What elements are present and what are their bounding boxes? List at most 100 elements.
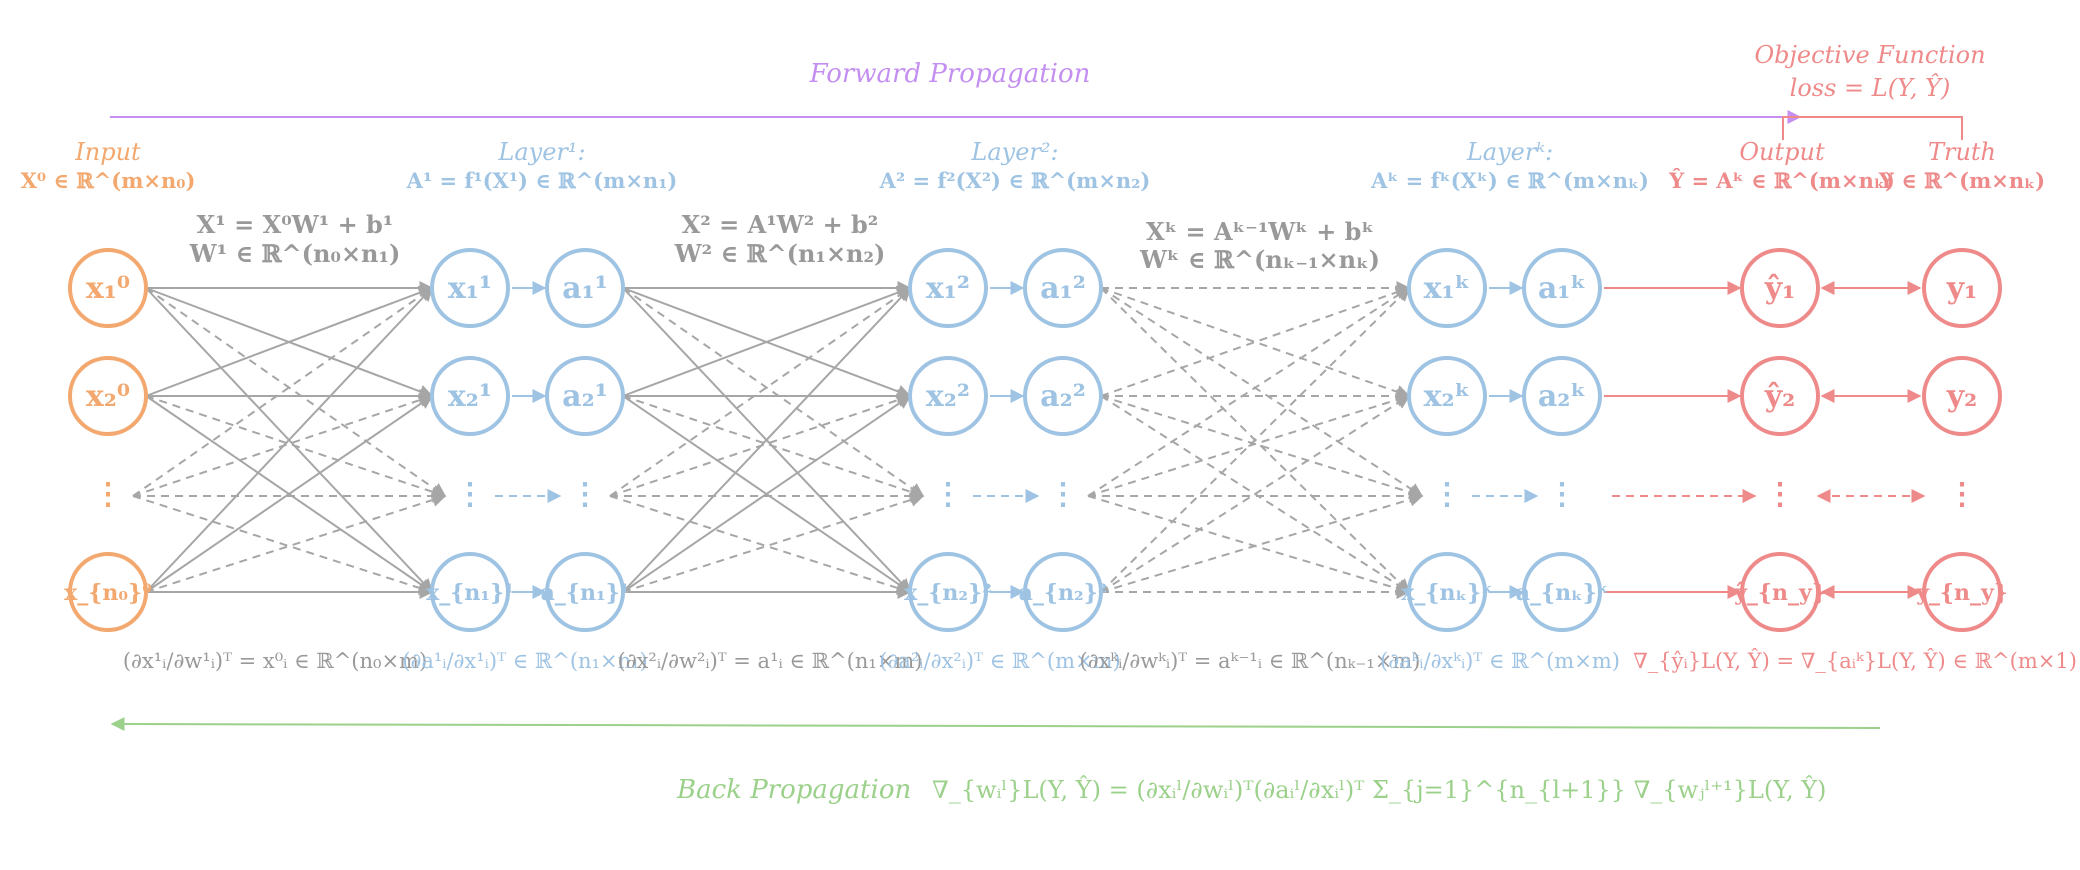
back-propagation-title: Back Propagation [676, 775, 911, 805]
weight-edge [145, 493, 447, 593]
forward-propagation-title: Forward Propagation [809, 59, 1091, 89]
node-a1-1 [545, 248, 625, 328]
node-label-yhat-1: ŷ₁ [1764, 271, 1796, 306]
node-label-ak-1: a₁ᵏ [1538, 271, 1586, 306]
node-label-a2-1: a₁² [1040, 271, 1086, 306]
node-label-x0-1: x₁⁰ [86, 271, 130, 306]
gradient-label-1: (∂x¹ᵢ/∂w¹ᵢ)ᵀ = x⁰ᵢ ∈ ℝ^(n₀×m) [123, 649, 427, 673]
node-y-4 [1922, 552, 2002, 632]
node-a2-4 [1023, 552, 1103, 632]
weight-edge [1100, 287, 1410, 593]
node-label-x0-2: x₂⁰ [86, 379, 130, 414]
weight-edge [622, 286, 911, 593]
node-yhat-4 [1740, 552, 1820, 632]
layer1-title: Layer¹: [497, 138, 585, 166]
node-label-a1-4: a_{n₁}¹ [541, 580, 630, 606]
node-y-1 [1922, 248, 2002, 328]
node-a1-4 [545, 552, 625, 632]
ellipsis-marker: ⋮ [933, 477, 963, 512]
node-xk-4 [1407, 552, 1487, 632]
node-yhat-2 [1740, 356, 1820, 436]
node-y-2 [1922, 356, 2002, 436]
input-title: Input [74, 138, 141, 166]
ellipsis-marker: ⋮ [1765, 477, 1795, 512]
nodes-layer: x₁⁰ x₂⁰ ⋮ x_{n₀}⁰ x₁¹ x₂¹ ⋮ x_{n₁}¹ a₁¹ a₂¹ ⋮ a_{n₁… [64, 248, 2008, 632]
weightk-domain: Wᵏ ∈ ℝ^(nₖ₋₁×nₖ) [1139, 245, 1380, 274]
weight-edge [145, 395, 447, 499]
weight-edge [132, 287, 434, 497]
weight1-equation: X¹ = X⁰W¹ + b¹ [197, 210, 394, 239]
gradient-label-2: (∂a¹ᵢ/∂x¹ᵢ)ᵀ ∈ ℝ^(n₁×n₁) [402, 649, 647, 673]
gradient-label-4: (∂a²ᵢ/∂x²ᵢ)ᵀ ∈ ℝ^(m×m) [879, 649, 1120, 673]
node-label-x1-1: x₁¹ [448, 271, 492, 306]
node-x0-2 [68, 356, 148, 436]
node-x2-4 [908, 552, 988, 632]
weight-edge [145, 286, 433, 593]
weight-edge [145, 395, 434, 593]
weight-edge [1100, 287, 1411, 399]
weight-edge [1100, 395, 1424, 499]
node-label-x2-2: x₂² [926, 379, 970, 414]
node-xk-1 [1407, 248, 1487, 328]
node-label-xk-1: x₁ᵏ [1424, 271, 1471, 306]
node-x0-1 [68, 248, 148, 328]
node-xk-2 [1407, 356, 1487, 436]
node-x2-1 [908, 248, 988, 328]
layer2-title: Layer²: [970, 138, 1058, 166]
output-equation: Ŷ = Aᵏ ∈ ℝ^(m×nₖ) [1668, 168, 1895, 193]
ellipsis-marker: ⋮ [1547, 477, 1577, 512]
node-x1-2 [430, 356, 510, 436]
gradient-label-7: ∇_{ŷᵢ}L(Y, Ŷ) = ∇_{aᵢᵏ}L(Y, Ŷ) ∈ ℝ^(m×1) [1633, 649, 2077, 673]
gradient-label-5: (∂xᵏᵢ/∂wᵏᵢ)ᵀ = aᵏ⁻¹ᵢ ∈ ℝ^(nₖ₋₁×m) [1080, 649, 1421, 673]
weight-edge [145, 285, 434, 397]
node-x0-4 [68, 552, 148, 632]
weight-edge [622, 395, 925, 499]
node-a1-2 [545, 356, 625, 436]
ellipsis-marker: ⋮ [1048, 477, 1078, 512]
ellipsis-marker: ⋮ [1947, 477, 1977, 512]
output-title: Output [1739, 138, 1825, 166]
node-label-ak-4: a_{nₖ}ᵏ [1516, 580, 1609, 606]
truth-title: Truth [1928, 138, 1996, 166]
node-yhat-1 [1740, 248, 1820, 328]
node-label-a2-2: a₂² [1040, 379, 1086, 414]
node-ak-2 [1522, 356, 1602, 436]
weight-edge [1087, 393, 1411, 497]
node-label-a1-2: a₂¹ [562, 379, 608, 414]
weight2-domain: W² ∈ ℝ^(n₁×n₂) [674, 239, 886, 268]
objective-function-title: Objective Function [1754, 41, 1985, 69]
node-label-yhat-4: ŷ_{n_y} [1733, 580, 1826, 606]
weight2-equation: X² = A¹W² + b² [682, 210, 879, 239]
node-a2-2 [1023, 356, 1103, 436]
weight-edge [1100, 395, 1411, 593]
truth-equation: Y ∈ ℝ^(m×nₖ) [1878, 168, 2045, 193]
weight-edge [1087, 287, 1411, 497]
weight-edge [145, 287, 447, 497]
weightk-equation: Xᵏ = Aᵏ⁻¹Wᵏ + bᵏ [1146, 217, 1374, 246]
node-label-yhat-2: ŷ₂ [1764, 379, 1796, 414]
node-label-y-1: y₁ [1946, 271, 1978, 306]
weight-edge [622, 395, 912, 593]
ellipsis-marker: ⋮ [93, 477, 123, 512]
weight-edge [1100, 285, 1411, 397]
layer1-equation: A¹ = f¹(X¹) ∈ ℝ^(m×n₁) [406, 168, 678, 193]
node-ak-4 [1522, 552, 1602, 632]
ellipsis-marker: ⋮ [1432, 477, 1462, 512]
gradient-label-6: (∂aᵏᵢ/∂xᵏᵢ)ᵀ ∈ ℝ^(m×m) [1380, 649, 1620, 673]
node-label-xk-2: x₂ᵏ [1424, 379, 1471, 414]
node-x1-1 [430, 248, 510, 328]
node-label-y-4: y_{n_y} [1915, 580, 2008, 606]
node-label-xk-4: x_{nₖ}ᵏ [1401, 580, 1492, 606]
objective-loss-formula: loss = L(Y, Ŷ) [1790, 73, 1951, 102]
back-propagation-arrow [110, 717, 1881, 732]
weight-edge [609, 495, 912, 595]
node-label-a1-1: a₁¹ [562, 271, 608, 306]
weight1-domain: W¹ ∈ ℝ^(n₀×n₁) [189, 239, 401, 268]
ellipsis-marker: ⋮ [455, 477, 485, 512]
node-x2-2 [908, 356, 988, 436]
objective-bracket [1782, 116, 1963, 140]
back-propagation-formula: ∇_{wᵢˡ}L(Y, Ŷ) = (∂xᵢˡ/∂wᵢˡ)ᵀ(∂aᵢˡ/∂xᵢˡ)… [932, 775, 1826, 804]
node-label-x2-4: x_{n₂}² [904, 580, 992, 606]
node-label-x1-4: x_{n₁}¹ [426, 580, 514, 606]
